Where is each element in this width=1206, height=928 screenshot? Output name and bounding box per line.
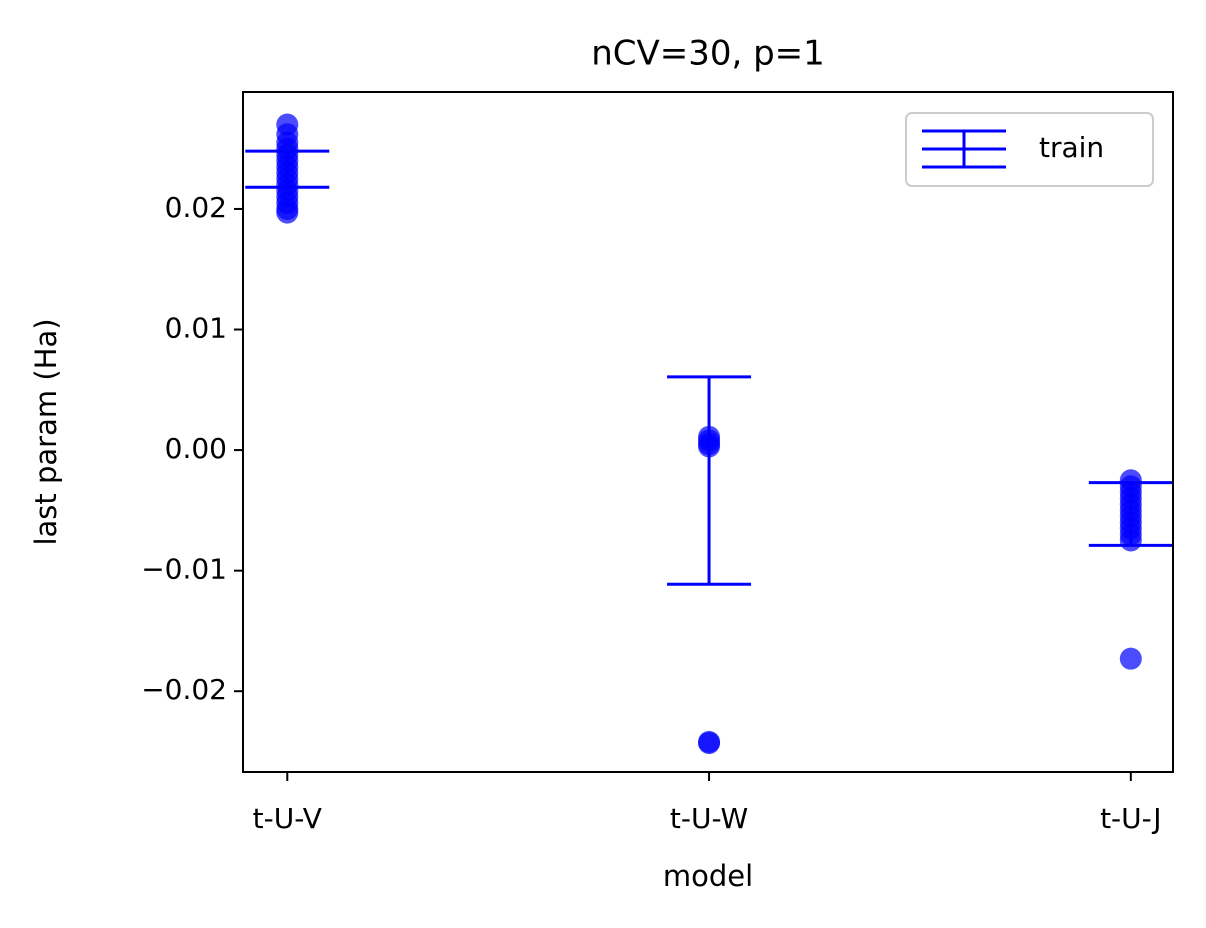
scatter-point — [698, 730, 721, 753]
chart-title: nCV=30, p=1 — [591, 34, 825, 74]
x-axis-label: model — [663, 859, 753, 893]
y-tick-label: −0.02 — [141, 673, 227, 706]
y-tick-label: 0.02 — [165, 191, 227, 224]
plot-area — [245, 113, 1173, 755]
y-tick-label: 0.00 — [165, 432, 227, 465]
x-tick-label: t-U-W — [670, 802, 748, 835]
x-tick-label: t-U-J — [1100, 802, 1162, 835]
scatter-point — [276, 201, 299, 224]
y-axis-label: last param (Ha) — [29, 318, 63, 545]
legend: train — [905, 112, 1154, 187]
scatter-point — [1119, 647, 1142, 670]
x-tick-label: t-U-V — [253, 802, 322, 835]
y-tick-label: −0.01 — [141, 553, 227, 586]
axes-frame — [242, 91, 1174, 773]
y-tick-label: 0.01 — [165, 312, 227, 345]
legend-label: train — [1039, 131, 1104, 164]
